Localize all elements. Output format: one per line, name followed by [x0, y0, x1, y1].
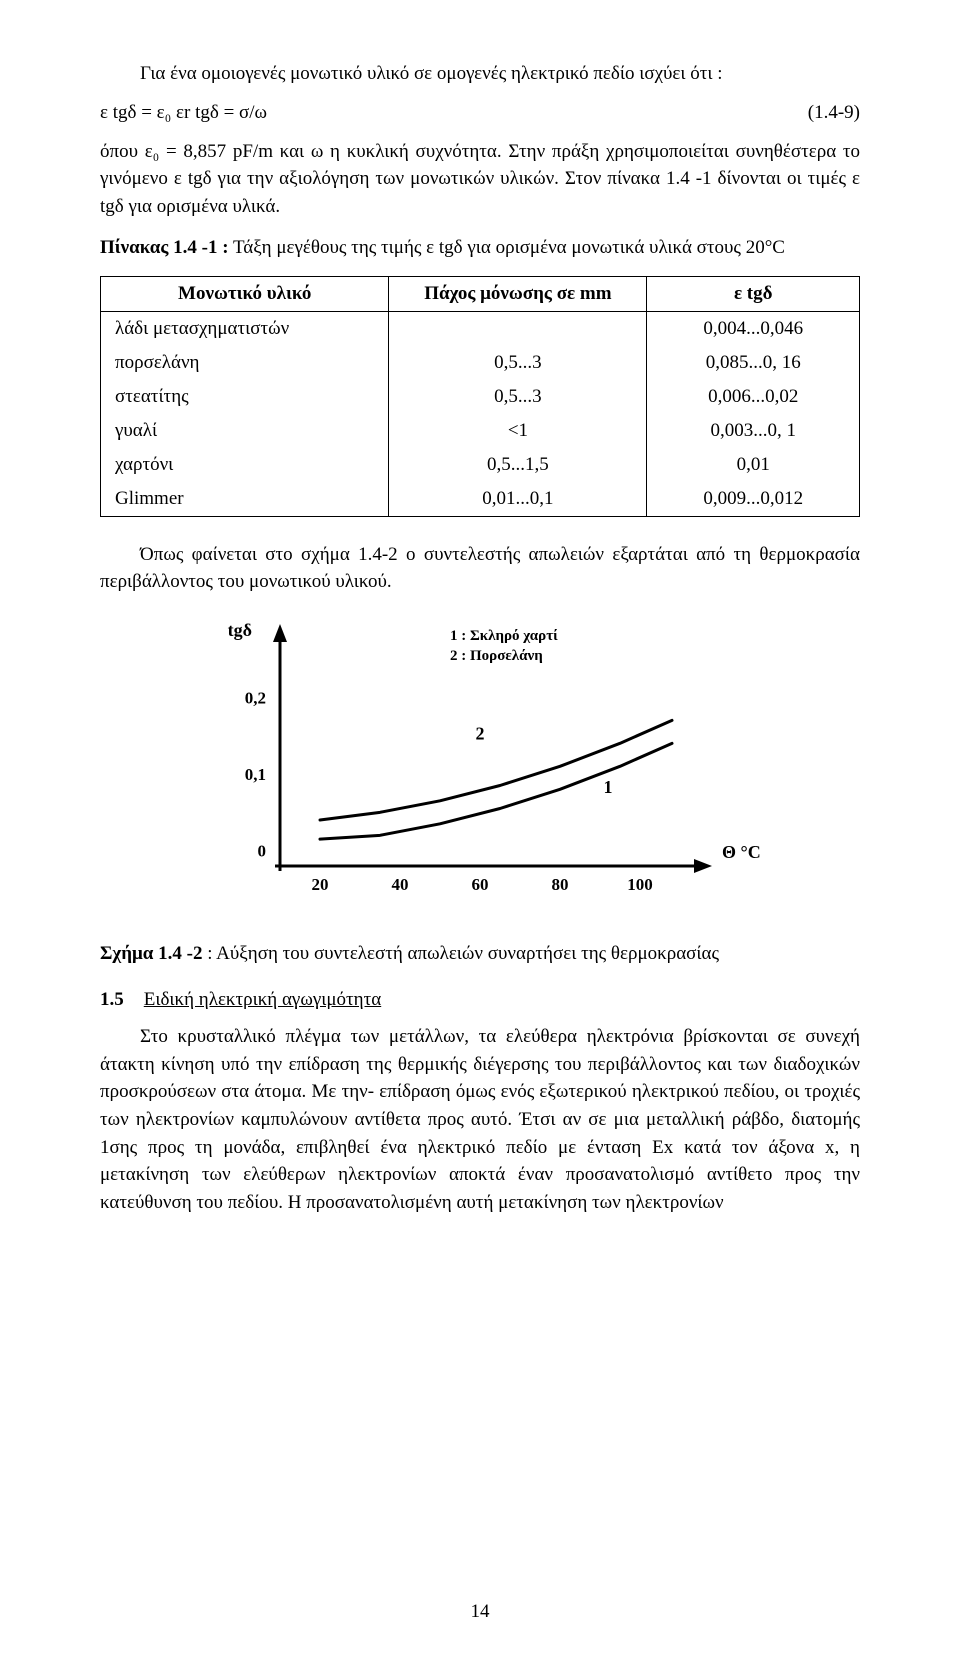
- section-heading: 1.5 Ειδική ηλεκτρική αγωγιμότητα: [100, 989, 860, 1011]
- table-row: πορσελάνη0,5...30,085...0, 16: [101, 346, 860, 380]
- svg-text:60: 60: [472, 875, 489, 894]
- table-cell: 0,085...0, 16: [647, 346, 860, 380]
- page-number: 14: [0, 1601, 960, 1623]
- figure-caption-bold: Σχήμα 1.4 -2: [100, 943, 202, 964]
- table-caption-bold: Πίνακας 1.4 -1 :: [100, 237, 229, 258]
- svg-text:1 : Σκληρό χαρτί: 1 : Σκληρό χαρτί: [450, 628, 558, 644]
- figure-1-4-2: 0 0,1 0,2 20 40 60 80 100 tgδ Θ °C 1 2 1 : Σκληρό χα…: [200, 616, 760, 916]
- table-cell: 0,004...0,046: [647, 311, 860, 346]
- svg-text:0,2: 0,2: [245, 688, 266, 707]
- section-body: Στο κρυσταλλικό πλέγμα των μετάλλων, τα …: [100, 1023, 860, 1216]
- svg-text:2 : Πορσελάνη: 2 : Πορσελάνη: [450, 648, 543, 664]
- table-row: γυαλί<10,003...0, 1: [101, 414, 860, 448]
- intro-para-2: όπου ε₀ = 8,857 pF/m και ω η κυκλική συχ…: [100, 138, 860, 221]
- th-thickness: Πάχος μόνωσης σε mm: [389, 276, 647, 311]
- table-cell: 0,5...1,5: [389, 448, 647, 482]
- section-title: Ειδική ηλεκτρική αγωγιμότητα: [144, 989, 381, 1010]
- svg-text:Θ °C: Θ °C: [722, 842, 760, 862]
- table-cell: 0,5...3: [389, 346, 647, 380]
- equation-number: (1.4-9): [808, 102, 860, 124]
- table-cell: [389, 311, 647, 346]
- table-cell: λάδι μετασχηματιστών: [101, 311, 389, 346]
- svg-text:40: 40: [392, 875, 409, 894]
- table-cell: 0,009...0,012: [647, 482, 860, 517]
- table-row: λάδι μετασχηματιστών 0,004...0,046: [101, 311, 860, 346]
- table-row: Glimmer0,01...0,10,009...0,012: [101, 482, 860, 517]
- figure-caption: Σχήμα 1.4 -2 : Αύξηση του συντελεστή απω…: [100, 940, 860, 968]
- table-cell: πορσελάνη: [101, 346, 389, 380]
- after-table-para: Όπως φαίνεται στο σχήμα 1.4-2 ο συντελεσ…: [100, 541, 860, 596]
- table-caption: Πίνακας 1.4 -1 : Τάξη μεγέθους της τιμής…: [100, 234, 860, 262]
- table-cell: 0,5...3: [389, 380, 647, 414]
- table-cell: στεατίτης: [101, 380, 389, 414]
- svg-text:100: 100: [627, 875, 653, 894]
- figure-caption-rest: : Αύξηση του συντελεστή απωλειών συναρτή…: [202, 943, 719, 964]
- table-cell: χαρτόνι: [101, 448, 389, 482]
- th-etgd: ε tgδ: [647, 276, 860, 311]
- table-cell: 0,01: [647, 448, 860, 482]
- svg-text:2: 2: [476, 723, 485, 743]
- table-row: χαρτόνι0,5...1,50,01: [101, 448, 860, 482]
- svg-text:1: 1: [604, 777, 613, 797]
- page: Για ένα ομοιογενές μονωτικό υλικό σε ομο…: [0, 0, 960, 1663]
- table-row: στεατίτης0,5...30,006...0,02: [101, 380, 860, 414]
- table-caption-rest: Τάξη μεγέθους της τιμής ε tgδ για ορισμέ…: [229, 237, 785, 258]
- svg-text:0,1: 0,1: [245, 765, 266, 784]
- chart-svg: 0 0,1 0,2 20 40 60 80 100 tgδ Θ °C 1 2 1 : Σκληρό χα…: [200, 616, 760, 916]
- table-cell: 0,006...0,02: [647, 380, 860, 414]
- table-cell: <1: [389, 414, 647, 448]
- th-material: Μονωτικό υλικό: [101, 276, 389, 311]
- svg-text:20: 20: [312, 875, 329, 894]
- table-cell: 0,01...0,1: [389, 482, 647, 517]
- table-header-row: Μονωτικό υλικό Πάχος μόνωσης σε mm ε tgδ: [101, 276, 860, 311]
- svg-text:0: 0: [258, 841, 267, 860]
- svg-text:80: 80: [552, 875, 569, 894]
- intro-para-1: Για ένα ομοιογενές μονωτικό υλικό σε ομο…: [100, 60, 860, 88]
- equation-lhs: ε tgδ = ε₀ εr tgδ = σ/ω: [100, 102, 267, 124]
- material-table: Μονωτικό υλικό Πάχος μόνωσης σε mm ε tgδ…: [100, 276, 860, 517]
- section-number: 1.5: [100, 989, 124, 1010]
- table-cell: Glimmer: [101, 482, 389, 517]
- table-cell: 0,003...0, 1: [647, 414, 860, 448]
- table-cell: γυαλί: [101, 414, 389, 448]
- svg-text:tgδ: tgδ: [228, 620, 252, 640]
- equation-1-4-9: ε tgδ = ε₀ εr tgδ = σ/ω (1.4-9): [100, 102, 860, 124]
